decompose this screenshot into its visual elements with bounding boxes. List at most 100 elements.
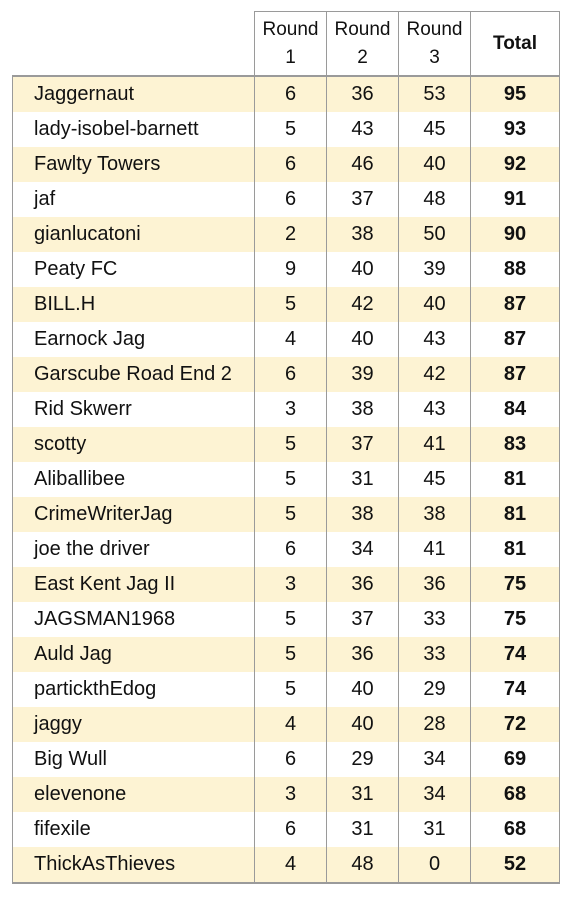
- round-2-score-cell: 38: [326, 392, 399, 427]
- player-name-cell: gianlucatoni: [12, 217, 255, 252]
- total-score-cell: 52: [470, 847, 560, 884]
- round-1-score-cell: 2: [254, 217, 327, 252]
- player-name-cell: CrimeWriterJag: [12, 497, 255, 532]
- round-1-score-cell: 9: [254, 252, 327, 287]
- header-row: Round 1 Round 2 Round 3 Total: [12, 11, 560, 76]
- table-row: Rid Skwerr 3 38 43 84: [12, 392, 560, 427]
- player-name-cell: Big Wull: [12, 742, 255, 777]
- player-name-cell: Aliballibee: [12, 462, 255, 497]
- round-3-score-cell: 39: [398, 252, 471, 287]
- total-score-cell: 81: [470, 497, 560, 532]
- total-score-cell: 87: [470, 287, 560, 322]
- round-3-score-cell: 48: [398, 182, 471, 217]
- round-1-score-cell: 5: [254, 287, 327, 322]
- round-1-score-cell: 6: [254, 182, 327, 217]
- round-1-score-cell: 6: [254, 147, 327, 182]
- player-name-cell: Garscube Road End 2: [12, 357, 255, 392]
- round-3-score-cell: 43: [398, 322, 471, 357]
- round-3-score-cell: 50: [398, 217, 471, 252]
- round-2-score-cell: 40: [326, 707, 399, 742]
- round-2-score-cell: 48: [326, 847, 399, 884]
- table-row: Aliballibee 5 31 45 81: [12, 462, 560, 497]
- total-score-cell: 91: [470, 182, 560, 217]
- round-2-score-cell: 38: [326, 497, 399, 532]
- total-score-cell: 74: [470, 637, 560, 672]
- player-name-cell: fifexile: [12, 812, 255, 847]
- table-row: jaggy 4 40 28 72: [12, 707, 560, 742]
- round-1-score-cell: 5: [254, 112, 327, 147]
- table-row: gianlucatoni 2 38 50 90: [12, 217, 560, 252]
- total-score-cell: 93: [470, 112, 560, 147]
- header-total-label: Total: [493, 32, 537, 54]
- round-1-score-cell: 5: [254, 672, 327, 707]
- round-1-score-cell: 6: [254, 357, 327, 392]
- round-1-score-cell: 4: [254, 847, 327, 884]
- player-name-cell: joe the driver: [12, 532, 255, 567]
- total-score-cell: 74: [470, 672, 560, 707]
- table-row: JAGSMAN1968 5 37 33 75: [12, 602, 560, 637]
- player-name-cell: partickthEdog: [12, 672, 255, 707]
- table-header: Round 1 Round 2 Round 3 Total: [12, 11, 560, 76]
- round-3-score-cell: 36: [398, 567, 471, 602]
- round-3-score-cell: 28: [398, 707, 471, 742]
- player-name-cell: Rid Skwerr: [12, 392, 255, 427]
- header-blank-cell: [12, 11, 255, 76]
- round-2-score-cell: 31: [326, 812, 399, 847]
- round-1-score-cell: 6: [254, 812, 327, 847]
- player-name-cell: jaf: [12, 182, 255, 217]
- round-3-score-cell: 45: [398, 462, 471, 497]
- total-score-cell: 92: [470, 147, 560, 182]
- total-score-cell: 81: [470, 462, 560, 497]
- round-1-score-cell: 4: [254, 322, 327, 357]
- round-2-score-cell: 42: [326, 287, 399, 322]
- round-3-score-cell: 38: [398, 497, 471, 532]
- total-score-cell: 95: [470, 75, 560, 112]
- header-round-1: Round 1: [254, 11, 327, 76]
- round-1-score-cell: 6: [254, 742, 327, 777]
- round-1-score-cell: 6: [254, 75, 327, 112]
- round-2-score-cell: 31: [326, 462, 399, 497]
- round-2-score-cell: 31: [326, 777, 399, 812]
- player-name-cell: scotty: [12, 427, 255, 462]
- player-name-cell: Earnock Jag: [12, 322, 255, 357]
- round-3-score-cell: 34: [398, 777, 471, 812]
- total-score-cell: 88: [470, 252, 560, 287]
- round-3-score-cell: 53: [398, 75, 471, 112]
- player-name-cell: lady-isobel-barnett: [12, 112, 255, 147]
- round-3-score-cell: 41: [398, 532, 471, 567]
- round-3-score-cell: 31: [398, 812, 471, 847]
- leaderboard-table: Round 1 Round 2 Round 3 Total Jaggernaut…: [12, 11, 560, 884]
- total-score-cell: 69: [470, 742, 560, 777]
- round-2-score-cell: 37: [326, 427, 399, 462]
- player-name-cell: Fawlty Towers: [12, 147, 255, 182]
- round-2-score-cell: 46: [326, 147, 399, 182]
- table-row: Garscube Road End 2 6 39 42 87: [12, 357, 560, 392]
- round-1-score-cell: 6: [254, 532, 327, 567]
- table-row: Earnock Jag 4 40 43 87: [12, 322, 560, 357]
- round-3-score-cell: 29: [398, 672, 471, 707]
- round-2-score-cell: 40: [326, 322, 399, 357]
- round-2-score-cell: 36: [326, 567, 399, 602]
- round-1-score-cell: 4: [254, 707, 327, 742]
- header-total: Total: [470, 11, 560, 76]
- total-score-cell: 75: [470, 567, 560, 602]
- total-score-cell: 68: [470, 812, 560, 847]
- table-row: Jaggernaut 6 36 53 95: [12, 75, 560, 112]
- table-row: scotty 5 37 41 83: [12, 427, 560, 462]
- total-score-cell: 68: [470, 777, 560, 812]
- table-row: elevenone 3 31 34 68: [12, 777, 560, 812]
- round-1-score-cell: 3: [254, 567, 327, 602]
- total-score-cell: 72: [470, 707, 560, 742]
- header-round-2-label: Round 2: [334, 18, 391, 68]
- round-3-score-cell: 34: [398, 742, 471, 777]
- round-2-score-cell: 36: [326, 637, 399, 672]
- round-1-score-cell: 5: [254, 602, 327, 637]
- table-row: jaf 6 37 48 91: [12, 182, 560, 217]
- player-name-cell: jaggy: [12, 707, 255, 742]
- table-row: lady-isobel-barnett 5 43 45 93: [12, 112, 560, 147]
- header-round-3-label: Round 3: [406, 18, 463, 68]
- player-name-cell: Peaty FC: [12, 252, 255, 287]
- round-3-score-cell: 33: [398, 637, 471, 672]
- round-3-score-cell: 40: [398, 287, 471, 322]
- player-name-cell: elevenone: [12, 777, 255, 812]
